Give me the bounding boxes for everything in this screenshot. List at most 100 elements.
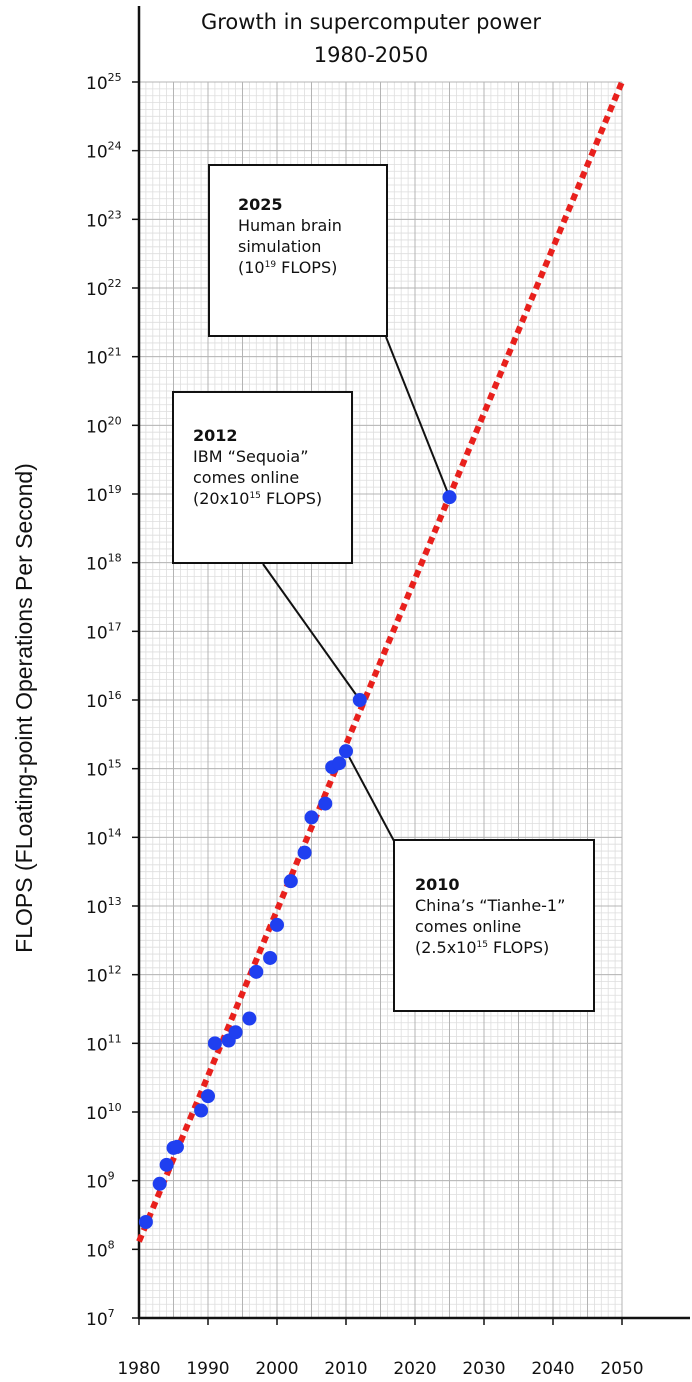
annotation-2025-flops: (1019 FLOPS) (238, 257, 386, 278)
leader-line-2010 (345, 750, 395, 842)
y-tick-label-base: 10 (86, 829, 108, 849)
y-tick-label-exponent: 13 (108, 895, 122, 908)
data-point (169, 1139, 184, 1154)
data-point (304, 810, 319, 825)
annotation-2012-flops-suffix: FLOPS) (260, 489, 323, 508)
y-tick-label: 1016 (86, 689, 122, 712)
y-tick-label-exponent: 14 (108, 826, 122, 839)
leader-line-2012 (262, 563, 361, 701)
y-tick-label-base: 10 (86, 761, 108, 781)
y-tick-labels: 1071081091010101110121013101410151016101… (86, 71, 122, 1330)
y-tick-label-exponent: 7 (108, 1307, 115, 1320)
data-point (297, 845, 312, 860)
y-tick-label-exponent: 12 (108, 964, 122, 977)
y-tick-label-exponent: 20 (108, 414, 122, 427)
y-tick-label-base: 10 (86, 211, 108, 231)
annotation-2010-box: 2010 China’s “Tianhe-1” comes online (2.… (393, 839, 595, 1012)
y-tick-label: 1021 (86, 346, 122, 369)
y-tick-label-exponent: 18 (108, 552, 122, 565)
y-tick-label-exponent: 19 (108, 483, 122, 496)
y-tick-label: 1018 (86, 552, 122, 575)
leader-line-2025 (385, 336, 451, 498)
y-tick-label-base: 10 (86, 623, 108, 643)
y-tick-label-base: 10 (86, 280, 108, 300)
x-tick-label: 2040 (531, 1359, 574, 1379)
annotation-2012-box: 2012 IBM “Sequoia” comes online (20x1015… (172, 391, 353, 564)
x-tick-label: 2020 (393, 1359, 436, 1379)
x-tick-label: 1990 (186, 1359, 229, 1379)
annotation-leaders (262, 336, 451, 842)
y-tick-label: 1019 (86, 483, 122, 506)
annotation-2010-flops: (2.5x1015 FLOPS) (415, 937, 593, 958)
y-tick-label-base: 10 (86, 349, 108, 369)
data-point (152, 1176, 167, 1191)
data-point (228, 1025, 243, 1040)
data-point (332, 756, 347, 771)
y-axis-label: FLOPS (FLoating-point Operations Per Sec… (11, 463, 37, 953)
chart-title: Growth in supercomputer power (201, 10, 541, 34)
annotation-2010-year: 2010 (415, 875, 460, 894)
annotation-2025-flops-exp: 19 (264, 260, 277, 270)
y-tick-label-exponent: 11 (108, 1032, 122, 1045)
data-point (339, 744, 353, 759)
y-tick-label-exponent: 15 (108, 758, 122, 771)
y-tick-label: 108 (86, 1238, 115, 1261)
x-tick-label: 2030 (462, 1359, 505, 1379)
y-tick-label-base: 10 (86, 692, 108, 712)
data-point (201, 1089, 215, 1104)
annotation-2025-line1: Human brain (238, 216, 342, 235)
data-point (263, 950, 278, 965)
annotation-2010-line1: China’s “Tianhe-1” (415, 896, 566, 915)
y-tick-label-exponent: 8 (108, 1238, 115, 1251)
y-tick-label-exponent: 17 (108, 620, 122, 633)
y-tick-label-exponent: 22 (108, 277, 122, 290)
y-tick-label-exponent: 25 (108, 71, 122, 84)
y-tick-label-exponent: 16 (108, 689, 122, 702)
y-tick-label-base: 10 (86, 143, 108, 163)
x-tick-label: 1980 (117, 1359, 160, 1379)
y-tick-label: 1010 (86, 1101, 122, 1124)
y-tick-label-base: 10 (86, 1035, 108, 1055)
chart-subtitle: 1980-2050 (314, 43, 428, 67)
y-tick-label: 1024 (86, 140, 122, 163)
y-tick-label: 1020 (86, 414, 122, 437)
annotation-2025-year: 2025 (238, 195, 283, 214)
y-tick-label: 109 (86, 1170, 115, 1193)
y-tick-label-exponent: 9 (108, 1170, 115, 1183)
y-tick-label-exponent: 23 (108, 208, 122, 221)
annotation-2025-flops-prefix: (10 (238, 258, 265, 277)
annotation-2025-box: 2025 Human brain simulation (1019 FLOPS) (208, 164, 388, 337)
annotation-2012-flops-prefix: (20x10 (193, 489, 250, 508)
data-point (352, 693, 367, 707)
y-tick-label: 1017 (86, 620, 122, 643)
y-tick-label: 1015 (86, 758, 122, 781)
annotation-2012-flops-exp: 15 (249, 491, 261, 501)
y-tick-label-base: 10 (86, 1310, 108, 1330)
data-point (270, 917, 284, 932)
y-tick-label: 1013 (86, 895, 122, 918)
annotation-2010-flops-exp: 15 (476, 940, 488, 950)
data-point (207, 1036, 222, 1051)
data-points (138, 490, 457, 1230)
y-tick-label: 1022 (86, 277, 122, 300)
y-tick-label: 107 (86, 1307, 115, 1330)
y-tick-label-base: 10 (86, 74, 108, 94)
x-tick-label: 2050 (600, 1359, 643, 1379)
y-tick-label-base: 10 (86, 967, 108, 987)
data-point (249, 964, 264, 979)
x-tick-label: 2000 (255, 1359, 298, 1379)
y-tick-label-base: 10 (86, 417, 108, 437)
y-tick-label-exponent: 21 (108, 346, 122, 359)
y-tick-label: 1023 (86, 208, 122, 231)
data-point (194, 1103, 209, 1118)
data-point (442, 490, 457, 505)
annotation-2012-line1: IBM “Sequoia” (193, 447, 309, 466)
y-tick-label-base: 10 (86, 486, 108, 506)
data-point (159, 1157, 174, 1172)
annotation-2025-line2: simulation (238, 237, 322, 256)
x-tick-label: 2010 (324, 1359, 367, 1379)
y-tick-label: 1025 (86, 71, 122, 94)
data-point (283, 874, 298, 889)
data-point (138, 1215, 153, 1230)
x-tick-labels: 1980 1990 2000 2010 2020 2030 2040 2050 (117, 1359, 643, 1379)
